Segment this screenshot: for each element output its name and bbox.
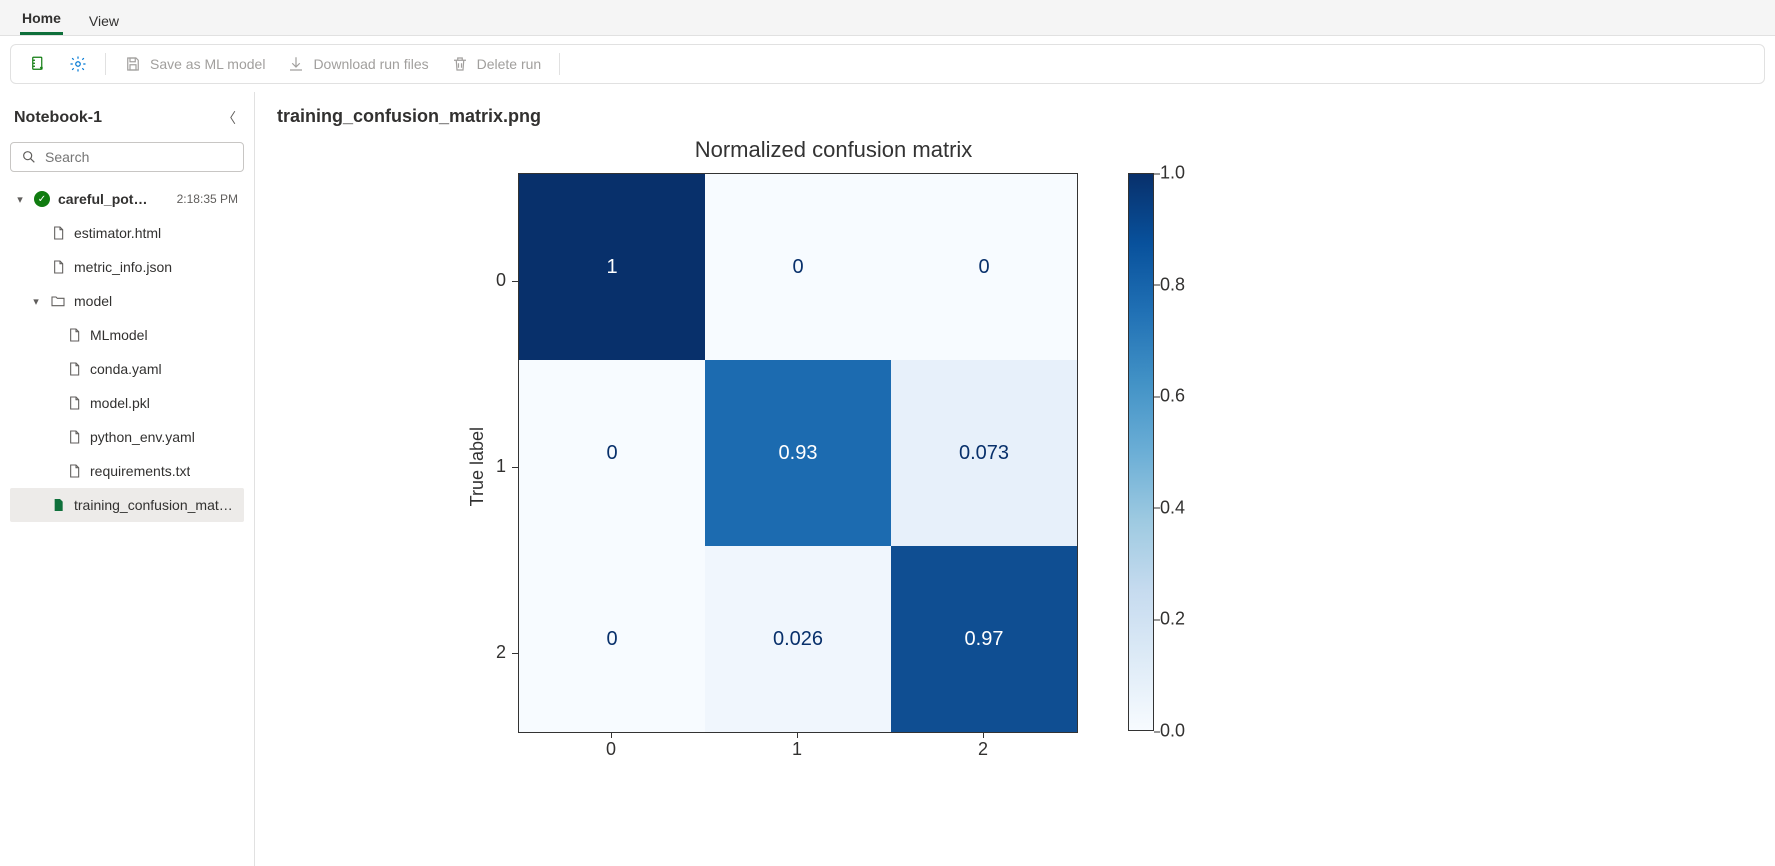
colorbar: 1.00.80.60.40.20.0 xyxy=(1128,173,1200,731)
heatmap-cell: 0.073 xyxy=(891,360,1077,546)
heatmap-cell: 0 xyxy=(705,174,891,360)
top-tabbar: Home View xyxy=(0,0,1775,36)
ytick-2: 2 xyxy=(496,560,512,746)
search-icon xyxy=(21,149,37,165)
heatmap-cell: 0 xyxy=(519,546,705,732)
download-run-files-button[interactable]: Download run files xyxy=(279,51,436,77)
toolbar-separator xyxy=(105,53,106,75)
file-icon xyxy=(66,361,82,377)
tree-run-time: 2:18:35 PM xyxy=(177,192,238,206)
colorbar-gradient xyxy=(1128,173,1154,731)
search-input[interactable] xyxy=(45,149,233,165)
heatmap-cell: 1 xyxy=(519,174,705,360)
xtick-2: 2 xyxy=(890,733,1076,760)
heatmap-cell: 0.93 xyxy=(705,360,891,546)
colorbar-tick: 0.4 xyxy=(1160,497,1185,518)
app-root: Home View Save as ML model xyxy=(0,0,1775,866)
file-icon xyxy=(50,225,66,241)
tree-file-modelpkl[interactable]: model.pkl xyxy=(10,386,244,420)
tree-folder-label: model xyxy=(74,293,112,309)
save-ml-model-label: Save as ML model xyxy=(150,56,265,72)
xtick-1: 1 xyxy=(704,733,890,760)
file-icon xyxy=(66,395,82,411)
search-box[interactable] xyxy=(10,142,244,172)
tree-file-label: MLmodel xyxy=(90,327,148,343)
tab-home[interactable]: Home xyxy=(20,4,63,35)
file-icon xyxy=(66,463,82,479)
new-notebook-button[interactable] xyxy=(21,51,55,77)
tree-folder-model[interactable]: ▾ model xyxy=(10,284,244,318)
xtick-0: 0 xyxy=(518,733,704,760)
tree-file-label: estimator.html xyxy=(74,225,161,241)
chart-xticks: 0 1 2 xyxy=(518,733,1078,760)
save-ml-model-button[interactable]: Save as ML model xyxy=(116,51,273,77)
tree-file-label: model.pkl xyxy=(90,395,150,411)
file-tree: ▾ ✓ careful_pot… 2:18:35 PM estimator.ht… xyxy=(10,182,244,854)
file-icon xyxy=(66,429,82,445)
save-icon xyxy=(124,55,142,73)
toolbar-container: Save as ML model Download run files Dele… xyxy=(0,36,1775,92)
chart-body: True label 0 1 2 10000.930.07300.0260.97 xyxy=(467,173,1200,760)
heatmap-cell: 0.97 xyxy=(891,546,1077,732)
main-panel: training_confusion_matrix.png Normalized… xyxy=(255,92,1775,866)
chevron-down-icon: ▾ xyxy=(30,295,42,308)
tree-file-label: requirements.txt xyxy=(90,463,190,479)
settings-button[interactable] xyxy=(61,51,95,77)
tree-file-label: conda.yaml xyxy=(90,361,162,377)
tree-file-label: metric_info.json xyxy=(74,259,172,275)
heatmap-cell: 0 xyxy=(519,360,705,546)
colorbar-tick: 0.8 xyxy=(1160,274,1185,295)
tree-file-metric-info[interactable]: metric_info.json xyxy=(10,250,244,284)
heatmap-cell: 0.026 xyxy=(705,546,891,732)
heatmap-grid: 10000.930.07300.0260.97 xyxy=(518,173,1078,733)
tree-run-name: careful_pot… xyxy=(58,191,147,207)
sidebar: Notebook-1 〈 ▾ ✓ careful_pot… 2:18:35 PM xyxy=(0,92,255,866)
notebook-icon xyxy=(29,55,47,73)
file-icon xyxy=(66,327,82,343)
delete-run-label: Delete run xyxy=(477,56,542,72)
trash-icon xyxy=(451,55,469,73)
sidebar-header: Notebook-1 〈 xyxy=(10,104,244,132)
tree-file-mlmodel[interactable]: MLmodel xyxy=(10,318,244,352)
delete-run-button[interactable]: Delete run xyxy=(443,51,550,77)
heatmap-cell: 0 xyxy=(891,174,1077,360)
tree-file-label: python_env.yaml xyxy=(90,429,195,445)
body-split: Notebook-1 〈 ▾ ✓ careful_pot… 2:18:35 PM xyxy=(0,92,1775,866)
colorbar-ticks: 1.00.80.60.40.20.0 xyxy=(1160,173,1200,731)
chart-title: Normalized confusion matrix xyxy=(467,137,1200,163)
gear-icon xyxy=(69,55,87,73)
chart-yticks: 0 1 2 xyxy=(496,188,512,746)
chart-container: Normalized confusion matrix True label 0… xyxy=(277,137,1753,760)
status-success-icon: ✓ xyxy=(34,191,50,207)
main-filename: training_confusion_matrix.png xyxy=(277,106,1753,127)
download-icon xyxy=(287,55,305,73)
tree-file-reqs[interactable]: requirements.txt xyxy=(10,454,244,488)
tree-file-conda[interactable]: conda.yaml xyxy=(10,352,244,386)
toolbar-separator xyxy=(559,53,560,75)
folder-icon xyxy=(50,293,66,309)
colorbar-tick: 0.2 xyxy=(1160,609,1185,630)
image-file-icon xyxy=(50,497,66,513)
colorbar-tick: 1.0 xyxy=(1160,163,1185,184)
tree-run-row[interactable]: ▾ ✓ careful_pot… 2:18:35 PM xyxy=(10,182,244,216)
chevron-down-icon: ▾ xyxy=(14,193,26,206)
download-run-files-label: Download run files xyxy=(313,56,428,72)
chart-ylabel: True label xyxy=(467,427,488,506)
tree-file-estimator[interactable]: estimator.html xyxy=(10,216,244,250)
colorbar-tick: 0.0 xyxy=(1160,721,1185,742)
colorbar-tick: 0.6 xyxy=(1160,386,1185,407)
toolbar: Save as ML model Download run files Dele… xyxy=(10,44,1765,84)
sidebar-title: Notebook-1 xyxy=(14,109,102,127)
confusion-matrix-chart: Normalized confusion matrix True label 0… xyxy=(467,137,1200,760)
file-icon xyxy=(50,259,66,275)
tab-view[interactable]: View xyxy=(87,7,121,35)
tree-file-pyenv[interactable]: python_env.yaml xyxy=(10,420,244,454)
ytick-1: 1 xyxy=(496,374,512,560)
tree-file-label: training_confusion_mat… xyxy=(74,497,233,513)
ytick-0: 0 xyxy=(496,188,512,374)
tree-file-confusion-matrix[interactable]: training_confusion_mat… xyxy=(10,488,244,522)
matrix-area: True label 0 1 2 10000.930.07300.0260.97 xyxy=(467,173,1078,760)
collapse-sidebar-button[interactable]: 〈 xyxy=(218,104,240,132)
